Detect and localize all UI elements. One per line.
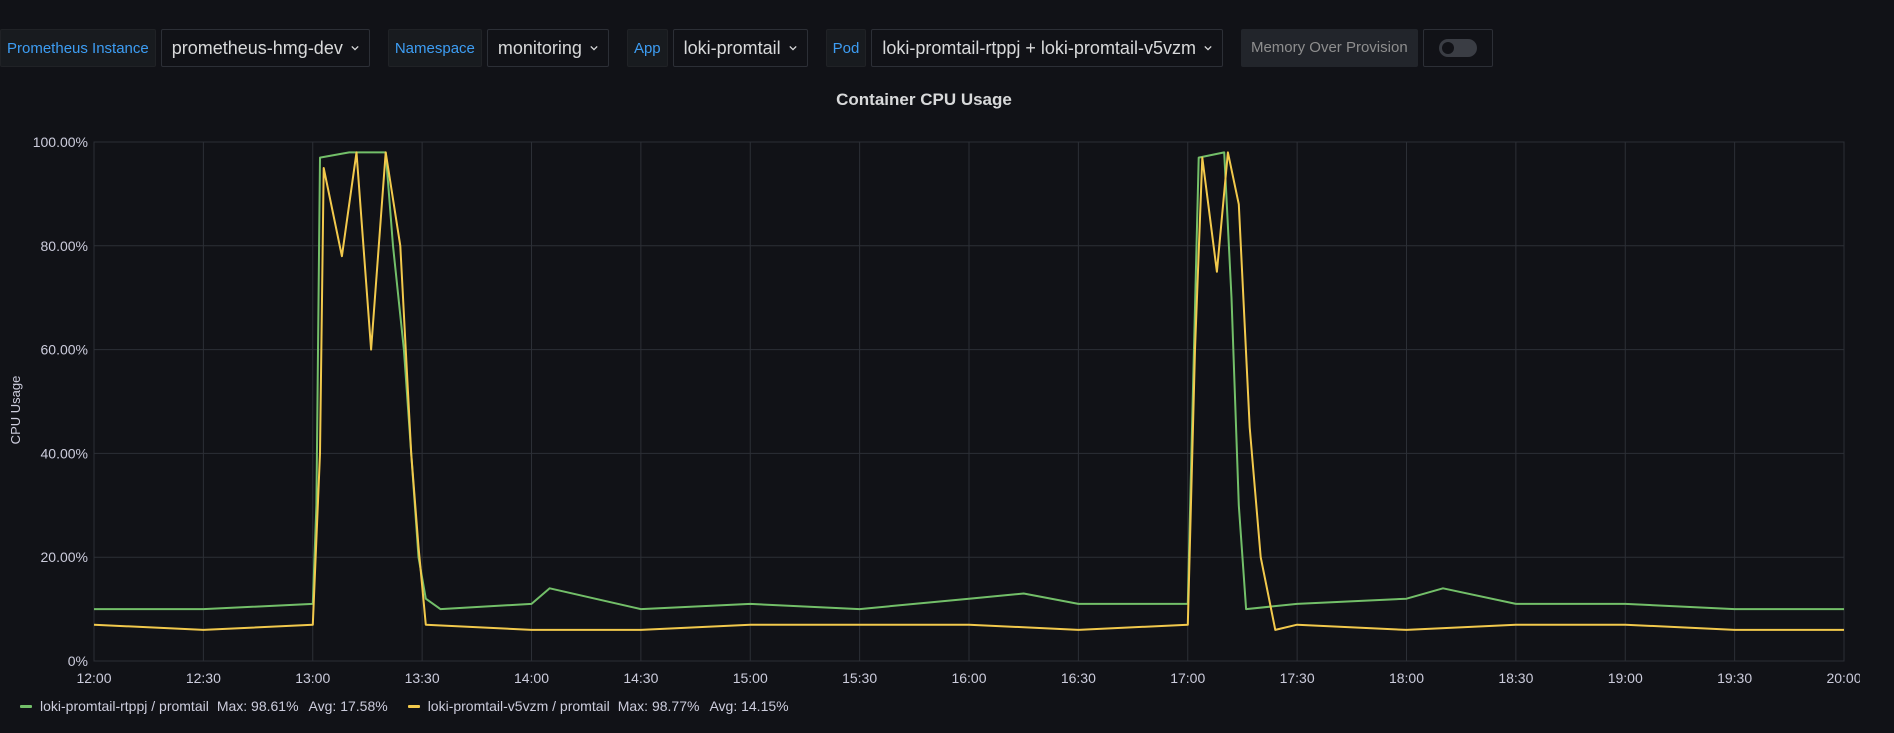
x-tick-label: 18:00 — [1389, 670, 1424, 686]
memory-over-provision-toggle[interactable] — [1438, 39, 1477, 57]
variable-app: App loki-promtail — [626, 29, 808, 67]
chevron-down-icon — [351, 45, 359, 51]
y-axis: 0% 20.00% 40.00% 60.00% 80.00% 100.00% — [33, 134, 88, 669]
chevron-down-icon — [1204, 45, 1212, 51]
app-select[interactable]: loki-promtail — [672, 29, 808, 67]
legend-series-name: loki-promtail-rtppj / promtail — [40, 698, 209, 714]
variable-memory-over-provision: Memory Over Provision — [1240, 29, 1493, 67]
legend-series-name: loki-promtail-v5vzm / promtail — [427, 698, 610, 714]
variable-label: Namespace — [387, 29, 482, 67]
x-tick-label: 20:00 — [1826, 670, 1860, 686]
y-tick-label: 20.00% — [41, 549, 88, 565]
legend-avg: Avg: 14.15% — [709, 698, 789, 714]
x-tick-label: 13:30 — [405, 670, 440, 686]
variable-label: App — [626, 29, 668, 67]
pod-select[interactable]: loki-promtail-rtppj + loki-promtail-v5vz… — [871, 29, 1223, 67]
x-tick-label: 12:30 — [186, 670, 221, 686]
variable-label: Pod — [825, 29, 867, 67]
prometheus-instance-select[interactable]: prometheus-hmg-dev — [160, 29, 370, 67]
legend-swatch — [407, 704, 420, 708]
series-line-1 — [93, 151, 1844, 631]
cpu-usage-chart[interactable]: 0%20.00%40.00%60.00%80.00%100.00% 12:00 1… — [0, 120, 1860, 690]
chart-legend: loki-promtail-rtppj / promtail Max: 98.6… — [20, 698, 789, 714]
series-lines — [93, 151, 1844, 631]
y-tick-label: 60.00% — [41, 342, 88, 358]
y-tick-label: 40.00% — [41, 445, 88, 461]
x-tick-label: 15:30 — [842, 670, 877, 686]
variable-label: Prometheus Instance — [0, 29, 156, 67]
legend-max: Max: 98.61% — [216, 698, 299, 714]
variable-prometheus-instance: Prometheus Instance prometheus-hmg-dev — [0, 29, 370, 67]
y-tick-label: 80.00% — [41, 238, 88, 254]
toggle-knob — [1441, 42, 1454, 54]
chevron-down-icon — [590, 45, 598, 51]
legend-item-v5vzm[interactable]: loki-promtail-v5vzm / promtail Max: 98.7… — [407, 698, 789, 714]
select-value: loki-promtail — [683, 38, 781, 58]
select-value: prometheus-hmg-dev — [171, 38, 343, 58]
namespace-select[interactable]: monitoring — [486, 29, 609, 67]
x-tick-label: 14:30 — [623, 670, 658, 686]
series-line-0 — [94, 151, 1844, 611]
legend-max: Max: 98.77% — [617, 698, 700, 714]
legend-swatch — [20, 704, 32, 708]
memory-over-provision-label: Memory Over Provision — [1240, 29, 1418, 67]
select-value: loki-promtail-rtppj + loki-promtail-v5vz… — [882, 38, 1196, 58]
x-tick-label: 16:00 — [951, 670, 986, 686]
panel-title: Container CPU Usage — [836, 90, 1012, 109]
chevron-down-icon — [789, 45, 797, 51]
legend-item-rtppj[interactable]: loki-promtail-rtppj / promtail Max: 98.6… — [20, 698, 388, 714]
x-tick-label: 16:30 — [1061, 670, 1096, 686]
x-tick-label: 17:00 — [1170, 670, 1205, 686]
x-tick-label: 15:00 — [733, 670, 768, 686]
variable-namespace: Namespace monitoring — [387, 29, 609, 67]
x-tick-label: 14:00 — [514, 670, 549, 686]
y-tick-label: 100.00% — [33, 134, 88, 150]
x-tick-label: 18:30 — [1498, 670, 1533, 686]
y-axis-label: CPU Usage — [8, 376, 23, 445]
variables-bar: Prometheus Instance prometheus-hmg-dev N… — [0, 28, 1511, 68]
memory-over-provision-toggle-wrap — [1422, 29, 1493, 67]
chart-grid — [93, 141, 1845, 662]
select-value: monitoring — [497, 38, 582, 58]
x-tick-label: 12:00 — [76, 670, 111, 686]
legend-avg: Avg: 17.58% — [308, 698, 388, 714]
x-tick-label: 19:00 — [1608, 670, 1643, 686]
x-tick-label: 19:30 — [1717, 670, 1752, 686]
variable-pod: Pod loki-promtail-rtppj + loki-promtail-… — [825, 29, 1223, 67]
x-tick-label: 17:30 — [1280, 670, 1315, 686]
y-tick-label: 0% — [68, 653, 88, 669]
x-axis: 12:00 12:30 13:00 13:30 14:00 14:30 15:00 15:30… — [76, 670, 1860, 686]
x-tick-label: 13:00 — [295, 670, 330, 686]
